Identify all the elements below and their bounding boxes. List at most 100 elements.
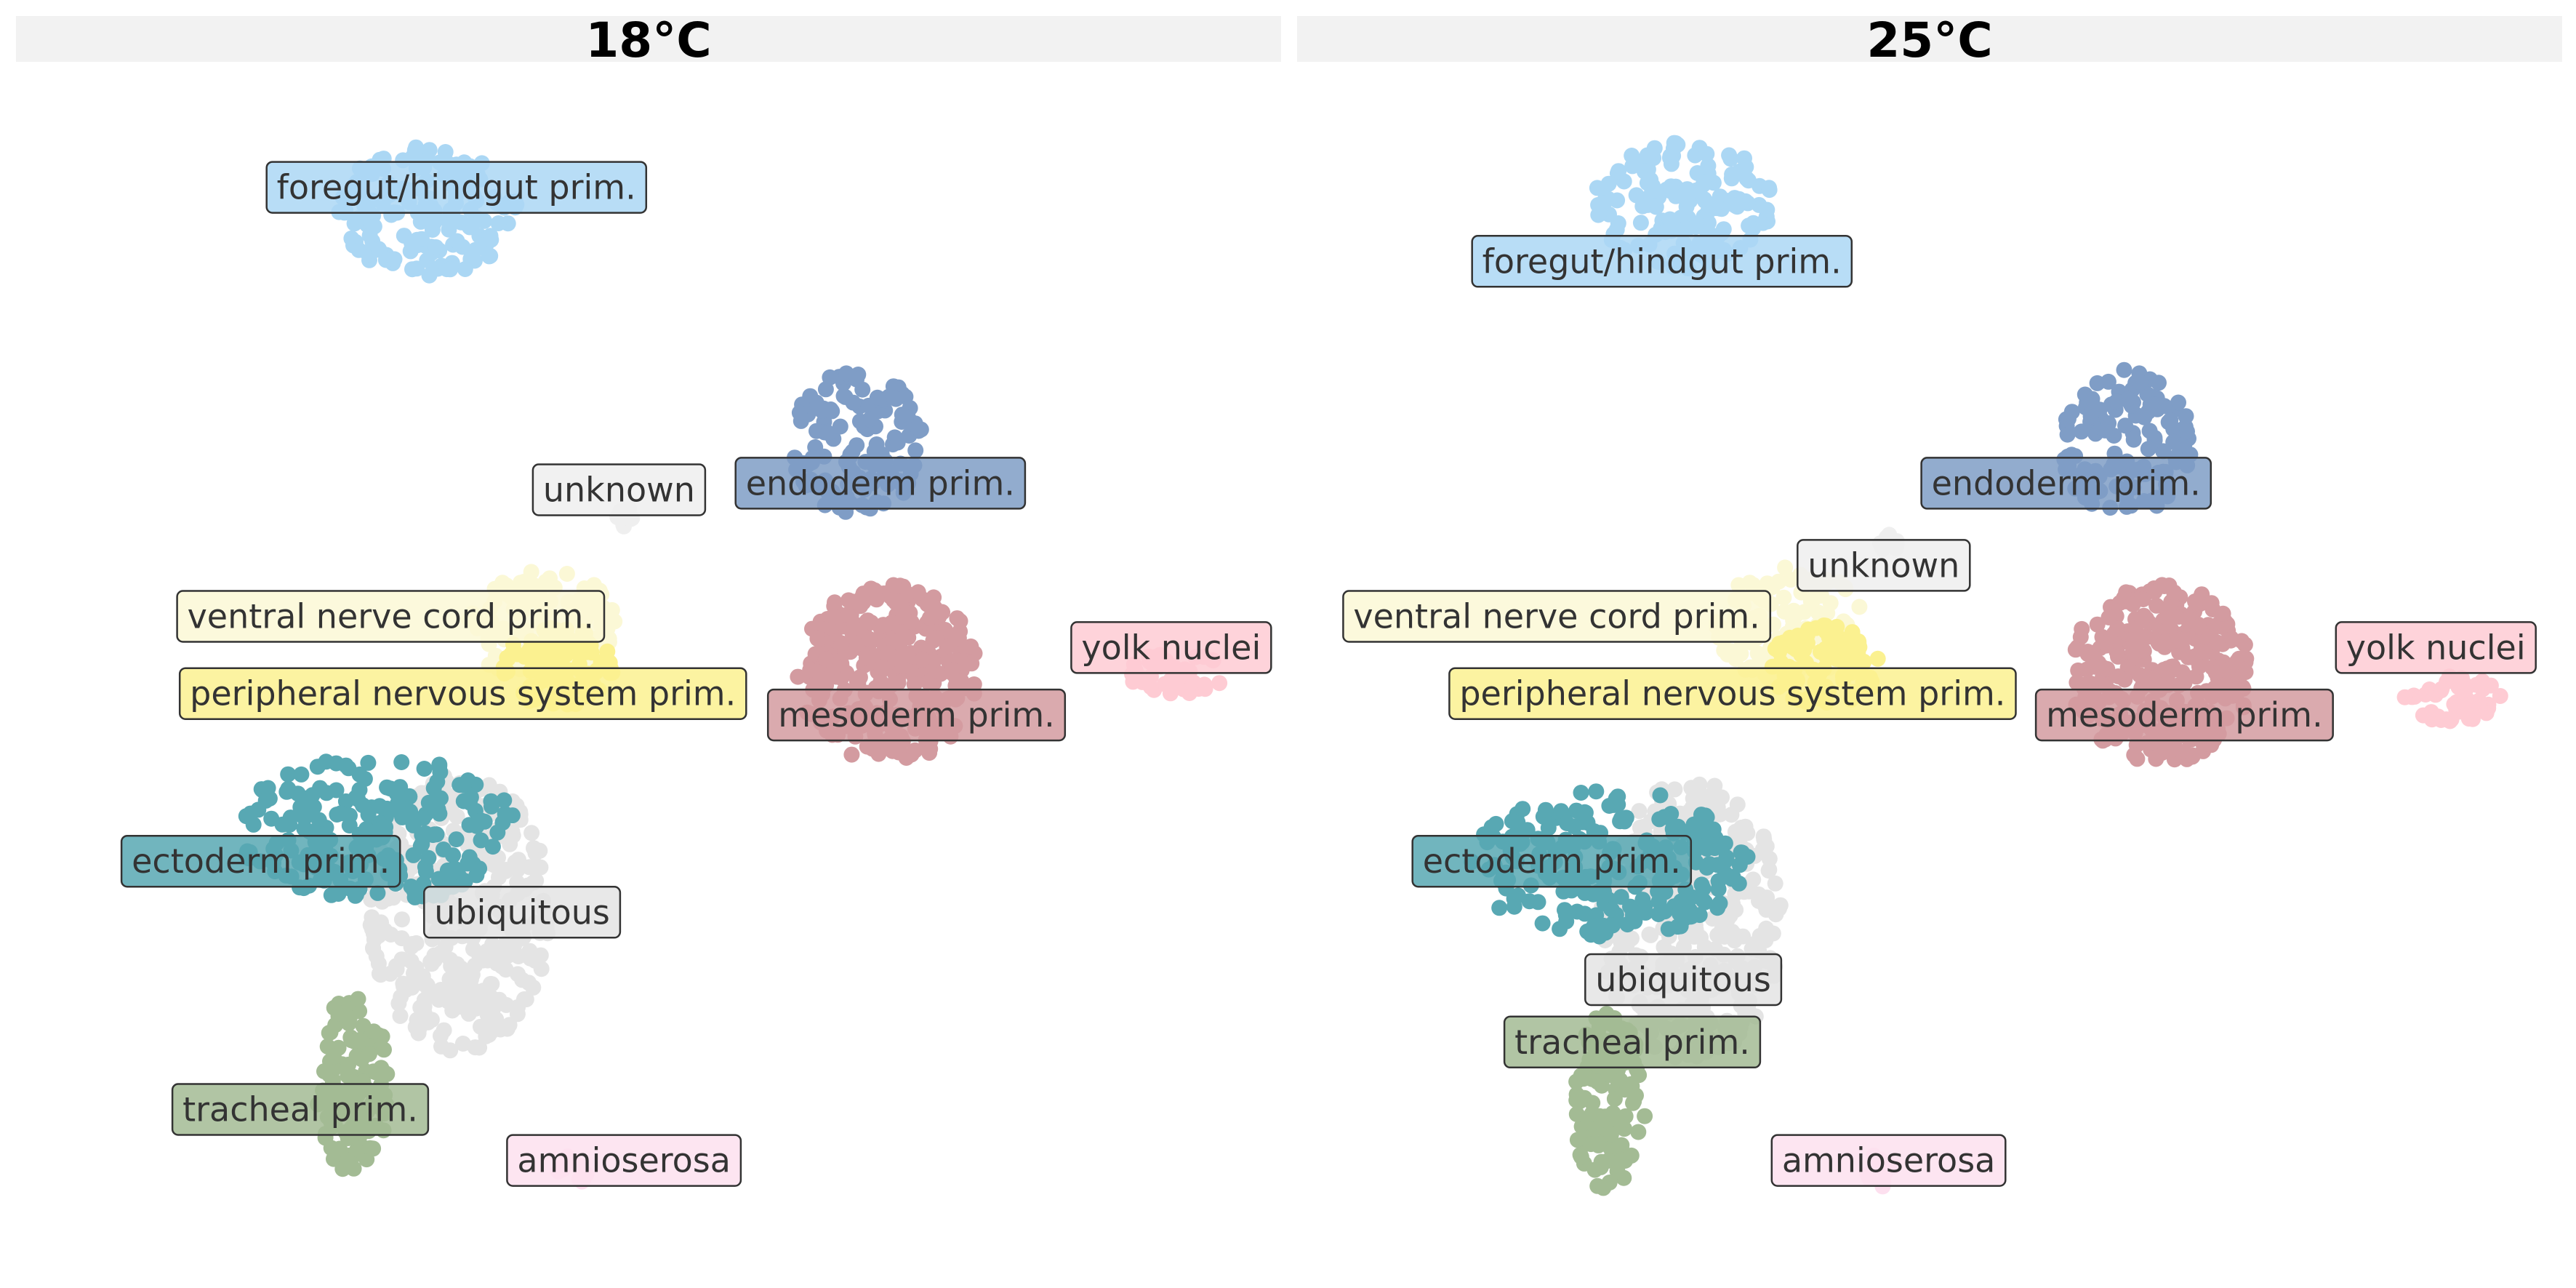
point <box>1756 831 1773 848</box>
point <box>2396 689 2413 705</box>
point <box>2140 441 2156 457</box>
point <box>1610 163 1627 180</box>
cluster-label-box <box>1797 539 1971 592</box>
point <box>2155 443 2172 460</box>
cluster-label-unknown: unknown <box>1797 539 1971 592</box>
cluster-label-ubiquitous: ubiquitous <box>423 886 622 939</box>
point <box>475 952 491 969</box>
point <box>2097 635 2114 651</box>
point <box>2131 667 2148 684</box>
point <box>455 793 472 809</box>
point <box>1619 916 1636 933</box>
point <box>420 849 437 866</box>
point <box>449 956 465 972</box>
point <box>1727 197 1744 214</box>
point <box>1745 577 1762 593</box>
panel-strip-18c <box>16 16 1281 62</box>
cluster-label-box <box>506 1134 742 1187</box>
point <box>1775 589 1792 606</box>
point <box>263 810 280 827</box>
point <box>345 1160 362 1177</box>
cluster-label-text: mesoderm prim. <box>778 695 1055 735</box>
point <box>494 958 511 975</box>
point <box>408 959 425 976</box>
point <box>481 248 497 265</box>
point <box>1717 835 1733 852</box>
point <box>966 676 982 692</box>
point <box>2178 408 2194 425</box>
point <box>1688 854 1704 871</box>
point <box>2460 711 2477 727</box>
point <box>428 984 444 1001</box>
point <box>2110 668 2127 684</box>
cluster-label-box <box>734 457 1027 510</box>
point <box>417 976 433 993</box>
cluster-label-box <box>423 886 622 939</box>
point <box>1610 788 1626 805</box>
point <box>791 404 808 421</box>
point <box>365 940 382 957</box>
cluster-label-box <box>1342 590 1772 643</box>
point <box>305 799 322 815</box>
cluster-label-box <box>1411 834 1693 888</box>
cluster-label-peripheral-nervous-system-prim: peripheral nervous system prim. <box>1448 667 2017 720</box>
point <box>405 847 422 863</box>
cluster-label-text: amnioserosa <box>1782 1141 1996 1180</box>
point <box>1514 801 1531 817</box>
point <box>2492 688 2508 704</box>
point <box>497 935 514 952</box>
point <box>2178 668 2195 685</box>
cluster-label-foregut-hindgut-prim: foregut/hindgut prim. <box>265 161 648 214</box>
point <box>402 243 419 260</box>
point <box>1573 1148 1589 1165</box>
point <box>1566 818 1582 835</box>
point <box>832 418 848 435</box>
point <box>887 633 904 650</box>
cluster-label-box <box>265 161 648 214</box>
cluster-label-text: endoderm prim. <box>1932 463 2201 503</box>
point <box>509 862 526 879</box>
point <box>1710 881 1727 897</box>
cluster-label-box <box>120 834 401 888</box>
cluster-label-yolk-nuclei: yolk nuclei <box>2335 621 2537 674</box>
point <box>436 841 452 857</box>
point <box>325 1048 342 1065</box>
point <box>510 966 526 983</box>
point <box>2124 596 2141 612</box>
point <box>441 221 457 238</box>
point <box>1698 145 1715 162</box>
point <box>1630 1124 1647 1140</box>
point <box>2166 584 2183 601</box>
point <box>1142 679 1159 695</box>
point <box>1605 917 1621 934</box>
point <box>839 607 856 623</box>
point <box>1717 865 1733 882</box>
cluster-label-box <box>1070 621 1272 674</box>
point <box>1679 181 1696 198</box>
point <box>1728 651 1744 667</box>
point <box>350 241 367 258</box>
point <box>1819 604 1836 621</box>
point <box>2191 618 2207 635</box>
point <box>920 593 936 609</box>
point <box>2478 705 2495 721</box>
point <box>1587 1120 1604 1137</box>
cluster-label-peripheral-nervous-system-prim: peripheral nervous system prim. <box>178 667 747 720</box>
point <box>2141 423 2158 439</box>
cluster-label-tracheal-prim: tracheal prim. <box>171 1083 430 1136</box>
point <box>1698 841 1715 857</box>
point <box>310 812 327 828</box>
point <box>819 425 836 441</box>
point <box>393 754 410 770</box>
point <box>1652 787 1669 804</box>
point <box>457 261 473 277</box>
point <box>293 766 310 783</box>
cluster-label-box <box>178 667 747 720</box>
point <box>859 738 875 755</box>
point <box>1688 921 1704 938</box>
point <box>341 1010 358 1026</box>
point <box>2124 644 2141 660</box>
point <box>1740 172 1757 189</box>
point <box>1738 159 1754 175</box>
cluster-label-text: foregut/hindgut prim. <box>1482 241 1842 281</box>
